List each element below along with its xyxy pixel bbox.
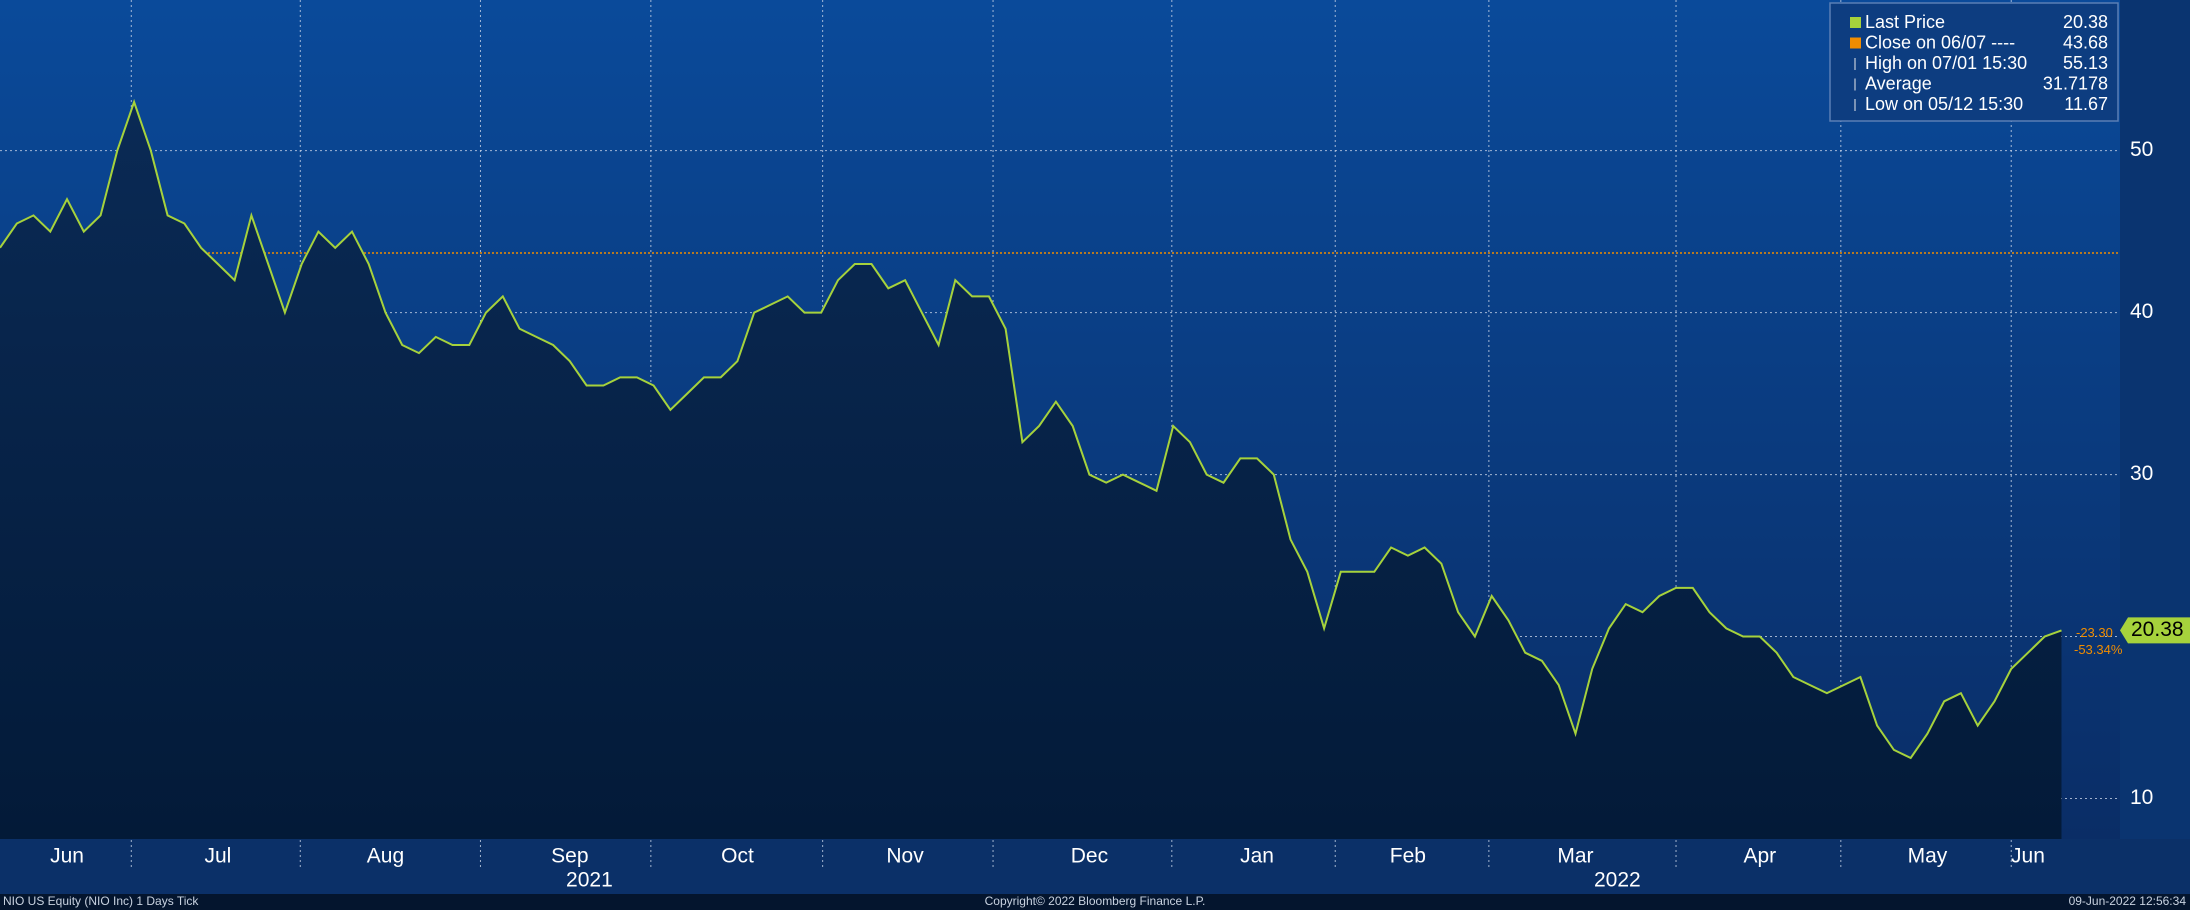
legend-label: Last Price [1865,12,1945,32]
legend-value: 43.68 [2063,32,2108,52]
legend-value: 31.7178 [2043,73,2108,93]
x-tick-label: Mar [1557,845,1593,868]
x-tick-label: Oct [721,845,754,868]
footer-title: NIO US Equity (NIO Inc) 1 Days Tick [3,894,199,908]
legend-label: High on 07/01 15:30 [1865,53,2027,73]
legend-label: Close on 06/07 ---- [1865,32,2015,52]
timestamp: 09-Jun-2022 12:56:34 [2069,894,2187,908]
legend-swatch [1850,37,1861,49]
x-tick-label: Dec [1071,845,1108,868]
area [0,102,2062,839]
plot [0,98,2120,839]
x-tick-label: Jul [204,845,231,868]
year-label: 2021 [566,869,613,892]
y-tick-label: 40 [2130,300,2153,323]
annotation: -23.30 [2076,625,2113,640]
x-tick-label: May [1908,845,1948,868]
y-tick-label: 10 [2130,786,2153,809]
y-tick-label: 50 [2130,138,2153,161]
x-tick-label: Jan [1240,845,1274,868]
price-tag-bg [2120,617,2190,644]
price-tag: 20.38 [2131,618,2184,641]
legend-value: 55.13 [2063,53,2108,73]
legend-swatch [1850,17,1861,28]
x-tick-label: Jun [50,845,84,868]
x-tick-label: Nov [886,845,924,868]
legend-value: 11.67 [2064,94,2108,114]
legend-label: Low on 05/12 15:30 [1865,94,2023,114]
x-tick-label: Apr [1743,845,1776,868]
y-tick-label: 30 [2130,462,2153,485]
price-line [0,98,2062,760]
legend: Last Price 20.38 Close on 06/07 ---- 43.68 H… [1850,12,2108,114]
x-axis-background [0,839,2190,894]
axis-background [2120,0,2190,839]
x-tick-label: Feb [1390,845,1426,868]
footer-background [0,894,2190,910]
x-tick-label: Jun [2011,845,2045,868]
x-tick-label: Sep [551,845,588,868]
legend-value: 20.38 [2063,12,2108,32]
copyright: Copyright© 2022 Bloomberg Finance L.P. [985,894,1206,908]
annotation: -53.34% [2074,642,2123,657]
x-tick-label: Aug [367,845,404,868]
year-label: 2022 [1594,869,1641,892]
legend-box [1829,2,2119,122]
legend-label: Average [1865,73,1932,93]
